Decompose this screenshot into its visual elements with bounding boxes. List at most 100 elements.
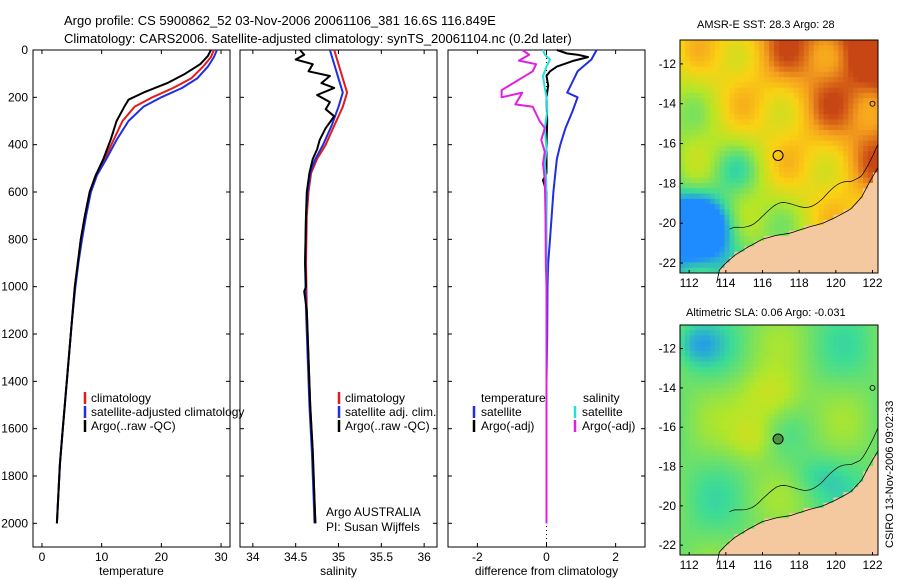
map-cell xyxy=(689,77,696,83)
map-cell xyxy=(793,87,800,94)
map-cell xyxy=(823,419,829,425)
map-cell xyxy=(818,445,824,451)
map-cell xyxy=(684,145,691,152)
map-cell xyxy=(744,471,750,477)
map-cell xyxy=(724,460,730,467)
map-cell xyxy=(873,40,879,46)
map-cell xyxy=(719,241,725,247)
map-cell xyxy=(813,366,819,373)
map-cell xyxy=(823,518,829,525)
map-cell xyxy=(798,225,805,232)
map-cell xyxy=(793,61,800,67)
map-cell xyxy=(689,82,696,89)
map-cell xyxy=(774,492,780,498)
map-cell xyxy=(729,513,735,519)
map-cell xyxy=(684,549,691,556)
map-cell xyxy=(798,440,805,446)
map-cell xyxy=(764,119,770,126)
map-cell xyxy=(843,50,849,57)
map-cell xyxy=(863,145,869,152)
map-cell xyxy=(764,424,770,430)
map-cell xyxy=(759,130,765,136)
map-cell xyxy=(848,455,854,462)
map-cell xyxy=(744,413,750,420)
map-cell xyxy=(833,440,839,446)
map-cell xyxy=(848,377,854,383)
map-cell xyxy=(863,481,869,488)
map-cell xyxy=(793,225,800,232)
map-cell xyxy=(813,513,819,519)
map-cell xyxy=(818,103,824,110)
map-cell xyxy=(680,330,686,336)
map-cell xyxy=(769,182,775,189)
map-cell xyxy=(863,325,869,331)
map-cell xyxy=(764,335,770,342)
map-cell xyxy=(749,481,755,488)
map-cell xyxy=(774,66,780,73)
map-cell xyxy=(769,325,775,331)
map-cell xyxy=(709,40,716,46)
map-cell xyxy=(823,523,829,530)
map-cell xyxy=(769,408,775,415)
map-cell xyxy=(754,140,760,147)
map-cell xyxy=(858,177,864,184)
map-cell xyxy=(803,103,810,110)
map-cell xyxy=(769,267,775,274)
map-cell xyxy=(873,246,879,253)
map-cell xyxy=(729,209,735,216)
map-cell xyxy=(828,534,834,540)
map-cell xyxy=(749,549,755,556)
map-cell xyxy=(838,114,844,120)
map-cell xyxy=(734,103,740,110)
map-cell xyxy=(749,487,755,493)
map-cell xyxy=(724,518,730,525)
map-cell xyxy=(823,534,829,540)
map-cell xyxy=(739,204,745,210)
map-cell xyxy=(749,450,755,457)
map-cell xyxy=(714,66,720,73)
map-cell xyxy=(788,130,795,136)
map-cell xyxy=(689,235,696,242)
map-cell xyxy=(729,460,735,467)
map-cell xyxy=(684,61,691,67)
map-cell xyxy=(684,534,691,540)
map-cell xyxy=(719,161,725,168)
map-cell xyxy=(833,241,839,247)
map-cell xyxy=(783,528,790,535)
map-cell xyxy=(699,167,706,173)
map-cell xyxy=(779,167,785,173)
map-cell xyxy=(769,225,775,232)
map-cell xyxy=(729,82,735,89)
map-cell xyxy=(828,156,834,163)
map-cell xyxy=(873,330,879,336)
map-cell xyxy=(719,267,725,274)
map-cell xyxy=(680,172,686,179)
map-cell xyxy=(689,408,696,415)
map-cell xyxy=(714,45,720,51)
map-cell xyxy=(694,87,701,94)
map-cell xyxy=(863,151,869,157)
map-cell xyxy=(788,523,795,530)
map-cell xyxy=(808,241,815,247)
map-cell xyxy=(788,230,795,237)
map-cell xyxy=(719,450,725,457)
map-cell xyxy=(868,450,874,457)
map-cell xyxy=(734,66,740,73)
map-cell xyxy=(783,366,790,373)
map-cell xyxy=(744,345,750,352)
map-cell xyxy=(783,262,790,269)
map-cell xyxy=(744,124,750,131)
map-cell xyxy=(853,392,859,399)
map-cell xyxy=(759,230,765,237)
map-cell xyxy=(764,325,770,331)
map-cell xyxy=(764,507,770,514)
map-cell xyxy=(724,50,730,57)
map-cell xyxy=(719,455,725,462)
map-cell xyxy=(749,167,755,173)
map-cell xyxy=(684,45,691,51)
map-cell xyxy=(714,50,720,57)
map-cell xyxy=(843,544,849,551)
map-cell xyxy=(744,372,750,378)
map-cell xyxy=(764,518,770,525)
map-cell xyxy=(774,424,780,430)
